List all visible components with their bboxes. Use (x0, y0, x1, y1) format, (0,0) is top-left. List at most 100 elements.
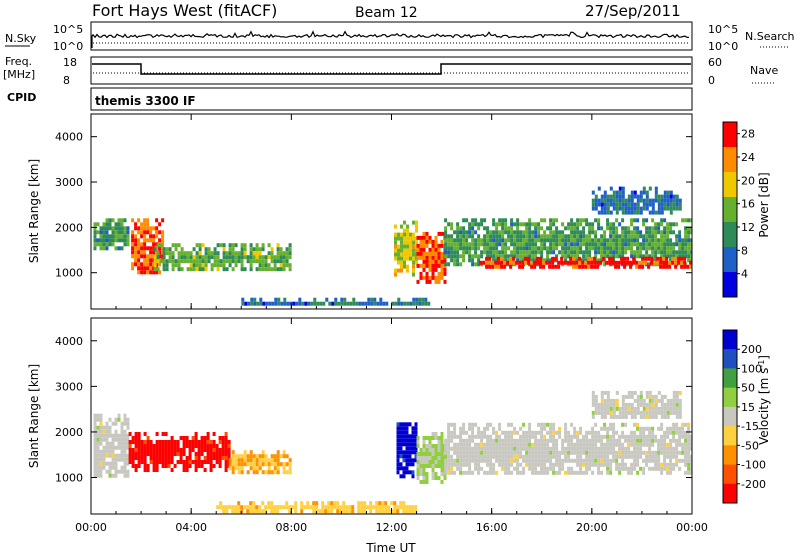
velocity-echo-cell (675, 458, 679, 463)
power-echo-cell (593, 260, 597, 265)
velocity-echo-cell (528, 458, 532, 463)
power-echo-cell (579, 234, 583, 239)
velocity-echo-cell (96, 441, 100, 446)
velocity-echo-cell (537, 462, 541, 467)
velocity-echo-cell (252, 462, 256, 467)
power-echo-cell (650, 256, 654, 261)
velocity-echo-cell (197, 444, 201, 448)
power-echo-cell (570, 222, 574, 227)
velocity-echo-cell (630, 462, 634, 467)
power-echo-cell (573, 234, 577, 239)
velocity-echo-cell (411, 450, 415, 455)
power-echo-cell (522, 250, 526, 255)
velocity-echo-cell (405, 434, 409, 439)
velocity-echo-cell (555, 470, 559, 475)
velocity-echo-cell (531, 466, 535, 471)
power-echo-cell (437, 255, 441, 260)
power-echo-cell (521, 264, 525, 269)
power-echo-cell (367, 297, 371, 302)
power-echo-cell (525, 222, 529, 227)
velocity-echo-cell (197, 456, 201, 460)
velocity-echo-cell (276, 470, 280, 475)
power-echo-cell (486, 226, 490, 231)
velocity-echo-cell (675, 398, 679, 403)
power-echo-cell (624, 210, 628, 215)
velocity-echo-cell (105, 429, 109, 434)
velocity-echo-cell (576, 454, 580, 459)
power-echo-cell (114, 230, 118, 235)
power-echo-cell (418, 297, 422, 302)
power-echo-cell (485, 260, 489, 265)
velocity-echo-cell (687, 422, 691, 427)
power-echo-cell (510, 234, 514, 239)
velocity-echo-cell (273, 458, 277, 463)
velocity-echo-cell (606, 398, 610, 403)
velocity-echo-cell (609, 462, 613, 467)
velocity-echo-cell (456, 466, 460, 471)
power-echo-cell (660, 246, 664, 251)
power-echo-cell (588, 230, 592, 235)
velocity-echo-cell (96, 413, 100, 418)
velocity-echo-cell (684, 438, 688, 443)
velocity-echo-cell (597, 430, 601, 435)
velocity-echo-cell (459, 466, 463, 471)
power-echo-cell (192, 267, 196, 272)
velocity-echo-cell (279, 505, 283, 510)
velocity-echo-cell (660, 442, 664, 447)
power-echo-cell (240, 267, 244, 272)
power-echo-cell (683, 256, 687, 261)
velocity-echo-cell (137, 440, 141, 444)
velocity-echo-cell (294, 505, 298, 510)
power-echo-cell (591, 206, 595, 211)
velocity-echo-cell (486, 462, 490, 467)
velocity-echo-cell (570, 458, 574, 463)
velocity-echo-cell (666, 454, 670, 459)
velocity-echo-cell (399, 430, 403, 435)
power-echo-cell (96, 230, 100, 235)
velocity-echo-cell (425, 448, 429, 452)
power-echo-cell (501, 246, 505, 251)
power-echo-cell (462, 250, 466, 255)
power-echo-cell (672, 254, 676, 259)
power-echo-cell (609, 254, 613, 259)
power-echo-cell (489, 254, 493, 259)
beam-label: Beam 12 (355, 5, 418, 21)
power-echo-cell (149, 262, 153, 267)
velocity-echo-cell (399, 462, 403, 467)
power-echo-cell (612, 242, 616, 247)
velocity-echo-cell (126, 445, 130, 450)
velocity-echo-cell (99, 441, 103, 446)
velocity-echo-cell (206, 436, 210, 440)
power-echo-cell (666, 202, 670, 207)
power-echo-cell (403, 248, 406, 253)
power-echo-cell (504, 250, 508, 255)
power-echo-cell (551, 256, 555, 261)
velocity-echo-cell (158, 456, 162, 460)
power-echo-cell (241, 297, 245, 302)
power-echo-cell (189, 263, 193, 268)
velocity-echo-cell (630, 438, 634, 443)
velocity-echo-cell (672, 406, 676, 411)
velocity-echo-cell (279, 462, 283, 467)
velocity-echo-cell (657, 454, 661, 459)
power-echo-cell (249, 255, 253, 260)
velocity-echo-cell (345, 509, 349, 514)
velocity-echo-cell (666, 406, 670, 411)
velocity-echo-cell (651, 430, 655, 435)
power-echo-cell (534, 254, 538, 259)
velocity-echo-cell (585, 458, 589, 463)
velocity-echo-cell (194, 456, 198, 460)
velocity-echo-cell (203, 456, 207, 460)
power-echo-cell (654, 230, 658, 235)
velocity-echo-cell (627, 434, 631, 439)
power-echo-cell (255, 247, 259, 252)
velocity-echo-cell (522, 438, 526, 443)
velocity-echo-cell (603, 402, 607, 407)
velocity-echo-cell (402, 438, 406, 443)
power-echo-cell (477, 254, 481, 259)
velocity-echo-cell (264, 505, 268, 510)
power-echo-cell (609, 222, 613, 227)
velocity-echo-cell (437, 440, 441, 444)
power-echo-cell (240, 259, 244, 264)
power-echo-cell (534, 230, 538, 235)
